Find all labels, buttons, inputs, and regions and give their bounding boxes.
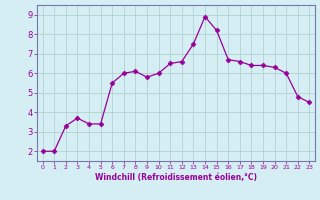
X-axis label: Windchill (Refroidissement éolien,°C): Windchill (Refroidissement éolien,°C) (95, 173, 257, 182)
